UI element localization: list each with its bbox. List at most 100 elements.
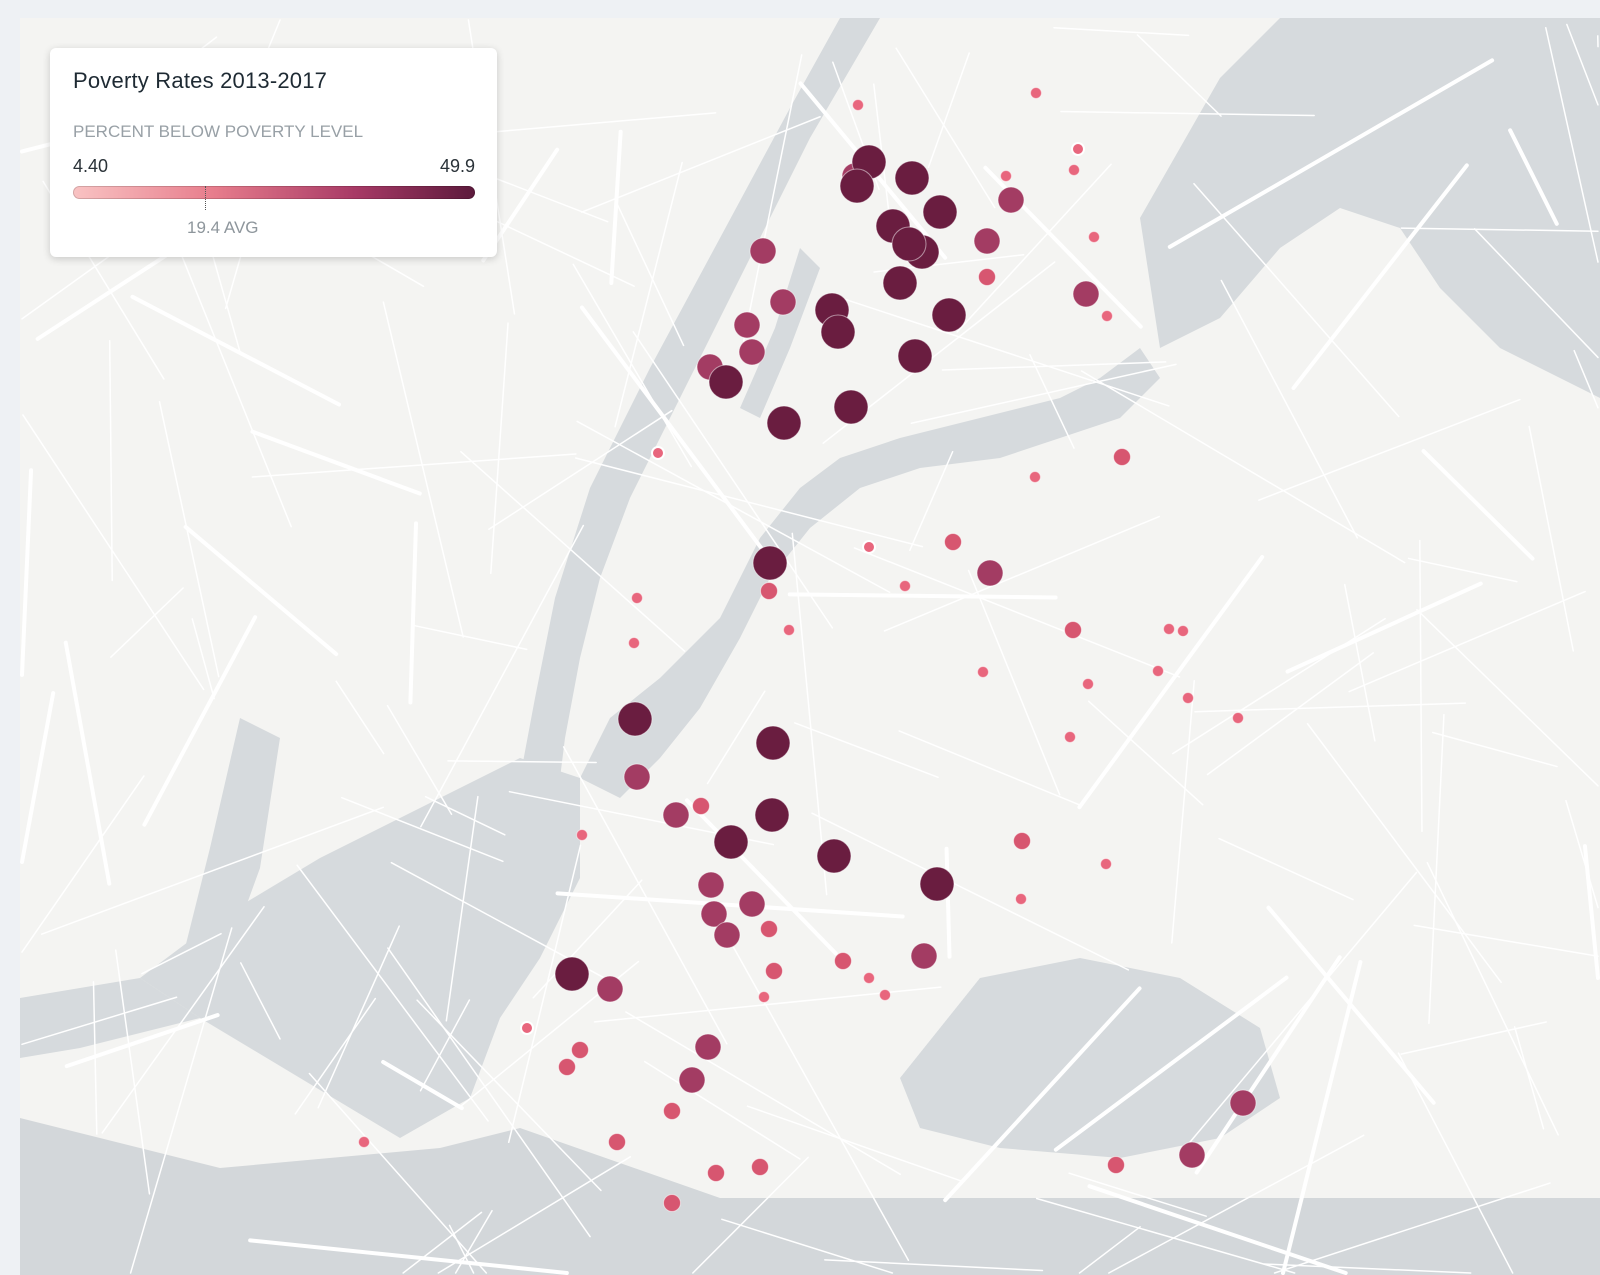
poverty-point-large[interactable] [894, 160, 930, 196]
poverty-point-large[interactable] [816, 838, 852, 874]
road [692, 1156, 809, 1274]
poverty-point-large[interactable] [839, 168, 875, 204]
poverty-point-large[interactable] [766, 405, 802, 441]
poverty-point-large[interactable] [882, 265, 918, 301]
poverty-point-medium[interactable] [769, 288, 797, 316]
poverty-point-medium[interactable] [738, 338, 766, 366]
poverty-point-small-medium[interactable] [571, 1041, 589, 1059]
poverty-point-small-medium[interactable] [978, 268, 996, 286]
poverty-point-highlighted[interactable] [1071, 142, 1085, 156]
poverty-point-medium[interactable] [662, 801, 690, 829]
poverty-point-small[interactable] [783, 624, 795, 636]
poverty-point-small-medium[interactable] [663, 1102, 681, 1120]
poverty-point-small-medium[interactable] [1107, 1156, 1125, 1174]
poverty-point-small[interactable] [758, 991, 770, 1003]
poverty-point-small-medium[interactable] [1064, 621, 1082, 639]
poverty-point-small[interactable] [631, 592, 643, 604]
poverty-point-small[interactable] [576, 829, 588, 841]
poverty-point-small-medium[interactable] [760, 582, 778, 600]
poverty-point-small[interactable] [628, 637, 640, 649]
poverty-point-medium[interactable] [997, 186, 1025, 214]
road [898, 730, 1083, 807]
poverty-point-large[interactable] [752, 545, 788, 581]
poverty-point-medium[interactable] [596, 975, 624, 1003]
map-canvas[interactable] [20, 18, 1600, 1275]
poverty-point-small[interactable] [1100, 858, 1112, 870]
poverty-points-layer [358, 87, 1257, 1212]
poverty-point-small[interactable] [1163, 623, 1175, 635]
poverty-point-large[interactable] [708, 364, 744, 400]
poverty-point-small[interactable] [1029, 471, 1041, 483]
poverty-point-small-medium[interactable] [760, 920, 778, 938]
poverty-point-small[interactable] [1064, 731, 1076, 743]
poverty-point-small[interactable] [1030, 87, 1042, 99]
poverty-point-small[interactable] [863, 972, 875, 984]
poverty-point-small-medium[interactable] [707, 1164, 725, 1182]
poverty-point-large[interactable] [554, 956, 590, 992]
poverty-point-small-medium[interactable] [663, 1194, 681, 1212]
poverty-point-medium[interactable] [749, 237, 777, 265]
poverty-point-small-medium[interactable] [765, 962, 783, 980]
poverty-point-large[interactable] [754, 797, 790, 833]
poverty-point-small[interactable] [1088, 231, 1100, 243]
poverty-point-medium[interactable] [623, 763, 651, 791]
poverty-point-large[interactable] [897, 338, 933, 374]
poverty-point-small[interactable] [1101, 310, 1113, 322]
road [21, 996, 178, 1046]
poverty-point-small[interactable] [879, 989, 891, 1001]
poverty-point-highlighted[interactable] [651, 446, 665, 460]
poverty-point-medium[interactable] [678, 1066, 706, 1094]
poverty-point-small-medium[interactable] [558, 1058, 576, 1076]
poverty-point-large[interactable] [919, 866, 955, 902]
poverty-point-highlighted[interactable] [520, 1021, 534, 1035]
road [183, 524, 339, 657]
poverty-point-medium[interactable] [910, 942, 938, 970]
map-layer[interactable] [20, 18, 1600, 1275]
poverty-point-large[interactable] [922, 194, 958, 230]
poverty-point-medium[interactable] [733, 311, 761, 339]
poverty-point-small[interactable] [1182, 692, 1194, 704]
poverty-point-small-medium[interactable] [608, 1133, 626, 1151]
poverty-point-medium[interactable] [738, 890, 766, 918]
poverty-point-large[interactable] [891, 226, 927, 262]
road [250, 429, 422, 496]
poverty-point-small[interactable] [977, 666, 989, 678]
road [625, 1011, 901, 1176]
poverty-point-small-medium[interactable] [751, 1158, 769, 1176]
poverty-point-small[interactable] [1232, 712, 1244, 724]
poverty-point-medium[interactable] [700, 900, 728, 928]
poverty-point-medium[interactable] [973, 227, 1001, 255]
poverty-point-medium[interactable] [976, 559, 1004, 587]
poverty-point-small[interactable] [1068, 164, 1080, 176]
poverty-point-medium[interactable] [1072, 280, 1100, 308]
poverty-point-small-medium[interactable] [944, 533, 962, 551]
road [240, 962, 281, 1040]
poverty-point-large[interactable] [833, 389, 869, 425]
poverty-point-small[interactable] [1082, 678, 1094, 690]
poverty-point-small[interactable] [358, 1136, 370, 1148]
poverty-point-small[interactable] [852, 99, 864, 111]
poverty-point-medium[interactable] [1178, 1141, 1206, 1169]
road [1087, 700, 1204, 806]
poverty-point-small[interactable] [1000, 170, 1012, 182]
poverty-point-small[interactable] [899, 580, 911, 592]
poverty-point-small-medium[interactable] [692, 797, 710, 815]
poverty-point-large[interactable] [931, 297, 967, 333]
poverty-point-small[interactable] [1177, 625, 1189, 637]
poverty-point-medium[interactable] [697, 871, 725, 899]
road [341, 796, 504, 863]
road [1193, 182, 1400, 418]
poverty-point-highlighted[interactable] [862, 540, 876, 554]
poverty-point-large[interactable] [713, 824, 749, 860]
poverty-point-medium[interactable] [713, 921, 741, 949]
poverty-point-large[interactable] [820, 314, 856, 350]
poverty-point-small-medium[interactable] [834, 952, 852, 970]
poverty-point-small[interactable] [1152, 665, 1164, 677]
poverty-point-small-medium[interactable] [1013, 832, 1031, 850]
poverty-point-medium[interactable] [1229, 1089, 1257, 1117]
poverty-point-small-medium[interactable] [1113, 448, 1131, 466]
poverty-point-large[interactable] [755, 725, 791, 761]
poverty-point-large[interactable] [617, 701, 653, 737]
poverty-point-small[interactable] [1015, 893, 1027, 905]
poverty-point-medium[interactable] [694, 1033, 722, 1061]
